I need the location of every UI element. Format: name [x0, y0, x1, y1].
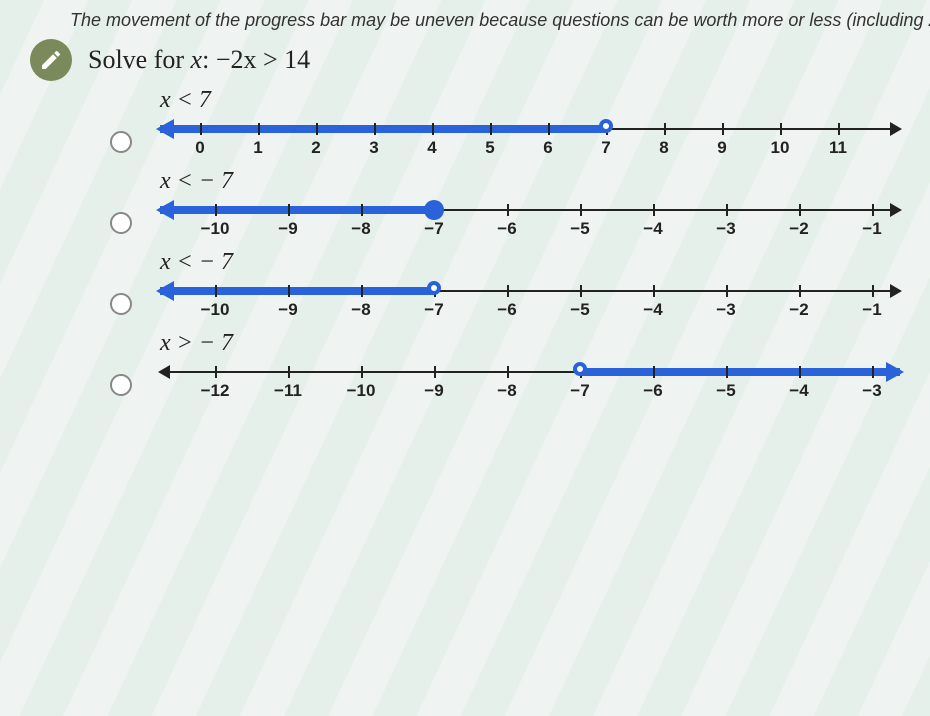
- tick-label: −12: [201, 381, 230, 401]
- answer-label: x < − 7: [100, 249, 900, 276]
- number-line: −10 −9 −8 −7 −6 −5 −4 −3 −2 −1: [160, 282, 900, 320]
- tick-label: −1: [862, 300, 881, 320]
- tick-label: 0: [195, 138, 204, 158]
- tick-label: −4: [643, 300, 662, 320]
- tick-label: 4: [427, 138, 436, 158]
- tick-label: −2: [789, 300, 808, 320]
- tick-label: −7: [424, 300, 443, 320]
- tick-label: −3: [862, 381, 881, 401]
- radio-c[interactable]: [110, 293, 132, 315]
- number-line: −10 −9 −8 −7 −6 −5 −4 −3 −2 −1: [160, 201, 900, 239]
- answer-label: x > − 7: [100, 330, 900, 357]
- tick-label: −10: [347, 381, 376, 401]
- tick-label: −11: [274, 381, 302, 401]
- answer-label: x < − 7: [100, 168, 900, 195]
- question-prefix: Solve for: [88, 45, 191, 74]
- answer-label: x < 7: [100, 87, 900, 114]
- endpoint-open: [427, 281, 441, 295]
- tick-label: 10: [771, 138, 790, 158]
- question-variable: x: [191, 45, 203, 74]
- tick-label: −6: [497, 300, 516, 320]
- question-expression: : −2x > 14: [202, 45, 310, 74]
- tick-label: 6: [543, 138, 552, 158]
- question-row: Solve for x: −2x > 14: [0, 31, 930, 87]
- tick-label: 2: [311, 138, 320, 158]
- tick-label: −5: [570, 300, 589, 320]
- tick-label: −7: [424, 219, 443, 239]
- tick-label: 7: [601, 138, 610, 158]
- pencil-icon: [30, 39, 72, 81]
- tick-label: −1: [862, 219, 881, 239]
- number-line: 0 1 2 3 4 5 6 7 8 9 10 11: [160, 120, 900, 158]
- tick-label: −5: [716, 381, 735, 401]
- tick-label: 11: [829, 138, 847, 158]
- number-line: −12 −11 −10 −9 −8 −7 −6 −5 −4 −3: [160, 363, 900, 401]
- tick-label: −3: [716, 300, 735, 320]
- answer-option-c: x < − 7 −10 −9 −8 −7 −6 −5 −4 −3 −2 −1: [100, 249, 900, 320]
- question-text: Solve for x: −2x > 14: [88, 45, 310, 75]
- endpoint-open: [599, 119, 613, 133]
- answer-option-b: x < − 7 −10 −9 −8 −7 −6 −5 −4 −3 −2 −1: [100, 168, 900, 239]
- tick-label: −10: [201, 219, 230, 239]
- progress-bar-note: The movement of the progress bar may be …: [0, 0, 930, 31]
- answer-option-d: x > − 7 −12 −11 −10 −9 −8 −7 −6 −5 −4 −3: [100, 330, 900, 401]
- tick-label: −10: [201, 300, 230, 320]
- tick-label: −4: [643, 219, 662, 239]
- tick-label: −5: [570, 219, 589, 239]
- tick-label: −4: [789, 381, 808, 401]
- tick-label: −7: [570, 381, 589, 401]
- tick-label: 1: [253, 138, 262, 158]
- tick-label: 5: [485, 138, 494, 158]
- radio-d[interactable]: [110, 374, 132, 396]
- tick-label: −9: [278, 300, 297, 320]
- tick-label: 3: [369, 138, 378, 158]
- radio-b[interactable]: [110, 212, 132, 234]
- tick-label: −6: [497, 219, 516, 239]
- radio-a[interactable]: [110, 131, 132, 153]
- tick-label: 9: [717, 138, 726, 158]
- tick-label: −8: [351, 219, 370, 239]
- tick-label: −3: [716, 219, 735, 239]
- tick-label: −8: [497, 381, 516, 401]
- tick-label: 8: [659, 138, 668, 158]
- tick-label: −6: [643, 381, 662, 401]
- tick-label: −9: [424, 381, 443, 401]
- endpoint-open: [573, 362, 587, 376]
- answers-container: x < 701234567891011x < − 7−10−9−8−7−6−5−…: [0, 87, 930, 401]
- tick-label: −8: [351, 300, 370, 320]
- endpoint-closed: [424, 200, 444, 220]
- tick-label: −2: [789, 219, 808, 239]
- tick-label: −9: [278, 219, 297, 239]
- answer-option-a: x < 7 0 1 2 3 4 5 6 7 8 9 10 11: [100, 87, 900, 158]
